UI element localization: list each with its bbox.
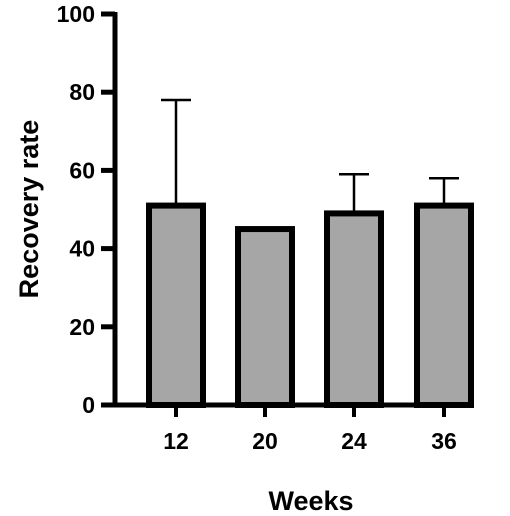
- y-axis-title: Recovery rate: [14, 120, 44, 299]
- bar-12: [146, 202, 206, 408]
- bar-20: [235, 226, 295, 408]
- y-tick-label: 0: [82, 392, 95, 418]
- y-tick-label: 40: [69, 236, 95, 262]
- x-tick-label: 20: [252, 428, 278, 454]
- y-tick-label: 60: [69, 157, 95, 183]
- y-ticks-group: 0 20 40 60 80 100: [57, 1, 115, 418]
- y-tick-label: 80: [69, 79, 95, 105]
- y-tick-label: 100: [57, 1, 95, 27]
- y-tick-label: 20: [69, 314, 95, 340]
- x-tick-label: 12: [163, 428, 189, 454]
- bars-group: [146, 202, 474, 408]
- x-tick-label: 36: [431, 428, 457, 454]
- x-tick-label: 24: [341, 428, 367, 454]
- bar-36: [414, 202, 474, 408]
- bar-24: [324, 210, 384, 408]
- x-ticks-group: 12 20 24 36: [163, 405, 457, 454]
- error-bars-group: [161, 98, 459, 214]
- x-axis-title: Weeks: [268, 486, 353, 516]
- axes-group: [112, 12, 470, 408]
